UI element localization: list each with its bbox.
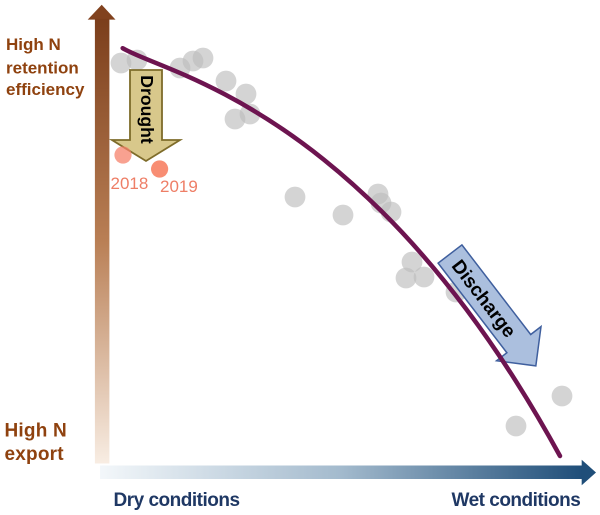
svg-text:2018: 2018 — [111, 174, 149, 193]
svg-text:High N: High N — [6, 35, 61, 54]
svg-text:High N: High N — [5, 420, 67, 441]
svg-text:Dry conditions: Dry conditions — [114, 490, 240, 511]
svg-text:Drought: Drought — [137, 75, 157, 144]
svg-text:efficiency: efficiency — [6, 80, 85, 99]
svg-text:Wet conditions: Wet conditions — [452, 490, 581, 511]
svg-text:2019: 2019 — [160, 177, 198, 196]
svg-text:retention: retention — [6, 59, 79, 78]
svg-text:export: export — [5, 444, 65, 465]
